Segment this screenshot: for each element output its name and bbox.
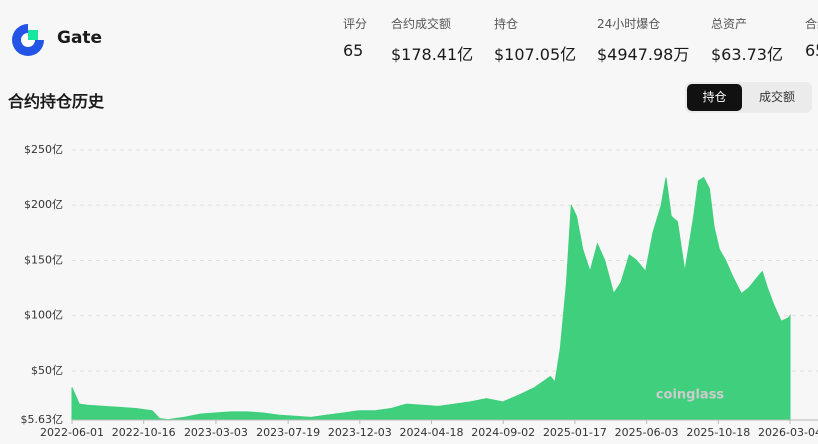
x-tick-label: 2025-06-03 <box>615 426 679 439</box>
exchange-name: Gate <box>57 28 103 48</box>
header: Gate 评分 65 合约成交额 $178.41亿 持仓 $107.05亿 24小时爆仓 $4… <box>0 0 818 76</box>
stat: 评分 65 <box>343 15 367 60</box>
stat-value: $107.05亿 <box>494 45 577 64</box>
x-tick-label: 2026-03-04 <box>758 426 818 439</box>
stat: 持仓 $107.05亿 <box>494 15 576 65</box>
stat-label: 评分 <box>343 17 368 31</box>
x-tick-label: 2024-09-02 <box>471 426 535 439</box>
stat-value: $63.73亿 <box>711 45 783 64</box>
tab[interactable]: 持仓 <box>687 84 742 111</box>
stat-label: 合约 <box>805 17 818 31</box>
tab-group: 持仓 成交额 <box>685 82 812 113</box>
x-tick-label: 2025-10-18 <box>686 426 750 439</box>
watermark: coinglass <box>656 388 725 403</box>
tab[interactable]: 成交额 <box>758 90 795 104</box>
x-tick-label: 2023-12-03 <box>328 426 392 439</box>
x-tick-label: 2025-01-17 <box>543 426 607 439</box>
stat-value: $4947.98万 <box>597 45 690 64</box>
y-tick-label: $50亿 <box>31 364 63 377</box>
y-tick-label: $250亿 <box>24 143 63 156</box>
x-tick-label: 2024-04-18 <box>400 426 464 439</box>
x-tick-label: 2023-03-03 <box>184 426 248 439</box>
stat-label: 24小时爆仓 <box>597 17 661 31</box>
stat-label: 总资产 <box>711 17 748 31</box>
section-title: 合约持仓历史 <box>8 92 105 111</box>
x-tick-label: 2022-06-01 <box>40 426 104 439</box>
stat: 总资产 $63.73亿 <box>711 15 783 65</box>
stat-value: 65 <box>343 41 364 60</box>
stat: 合约成交额 $178.41亿 <box>391 15 473 65</box>
y-tick-label: $150亿 <box>24 253 63 266</box>
x-tick-label: 2023-07-19 <box>256 426 320 439</box>
logo[interactable] <box>10 22 46 58</box>
x-tick-label: 2022-10-16 <box>112 426 176 439</box>
stat-value: 65 <box>805 41 818 60</box>
stat-label: 持仓 <box>494 17 519 31</box>
stat: 合约 65 <box>805 15 818 60</box>
area <box>71 176 791 421</box>
y-tick-label: $5.63亿 <box>21 413 64 426</box>
y-tick-label: $200亿 <box>24 198 63 211</box>
stat-value: $178.41亿 <box>391 45 474 64</box>
stat-label: 合约成交额 <box>391 17 452 31</box>
y-tick-label: $100亿 <box>24 309 63 322</box>
stat: 24小时爆仓 $4947.98万 <box>597 15 689 65</box>
